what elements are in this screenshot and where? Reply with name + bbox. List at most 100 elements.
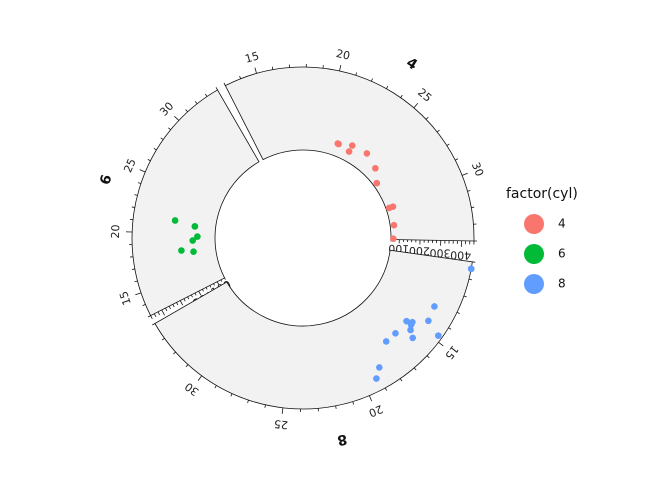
x-tick bbox=[413, 367, 417, 371]
x-tick bbox=[468, 278, 472, 281]
y-tick bbox=[183, 298, 186, 302]
y-tick bbox=[153, 313, 157, 318]
x-tick bbox=[281, 407, 284, 414]
x-tick bbox=[135, 292, 142, 296]
data-point bbox=[334, 140, 342, 147]
x-tick bbox=[160, 137, 164, 140]
x-tick bbox=[271, 66, 274, 70]
x-tick bbox=[463, 295, 467, 298]
data-point bbox=[373, 375, 380, 382]
y-tick-label: 400 bbox=[450, 248, 471, 261]
x-tick bbox=[399, 378, 403, 382]
legend-key bbox=[524, 244, 544, 264]
x-tick bbox=[131, 268, 135, 270]
x-tick-label: 20 bbox=[367, 402, 385, 419]
x-tick bbox=[247, 399, 249, 404]
x-tick bbox=[214, 385, 217, 389]
data-point bbox=[363, 150, 371, 157]
data-point bbox=[373, 179, 381, 187]
y-tick bbox=[150, 315, 153, 319]
data-point bbox=[190, 248, 197, 255]
data-point bbox=[431, 303, 438, 310]
data-point bbox=[390, 221, 398, 229]
x-tick bbox=[185, 109, 188, 113]
x-tick bbox=[215, 87, 218, 91]
x-tick bbox=[471, 206, 475, 209]
x-tick-label: 15 bbox=[442, 343, 461, 362]
x-tick bbox=[413, 103, 419, 109]
x-tick bbox=[147, 159, 151, 162]
x-tick bbox=[174, 116, 180, 121]
y-tick bbox=[165, 307, 168, 312]
x-tick bbox=[161, 337, 165, 341]
x-tick bbox=[230, 393, 233, 397]
x-tick bbox=[386, 85, 389, 89]
x-tick bbox=[197, 375, 203, 381]
x-tick bbox=[153, 148, 157, 151]
y-tick bbox=[187, 296, 190, 300]
x-tick bbox=[134, 280, 138, 283]
x-tick-label: 15 bbox=[244, 49, 261, 65]
y-tick bbox=[161, 309, 165, 316]
data-point bbox=[392, 329, 399, 337]
y-tick bbox=[172, 304, 175, 308]
x-tick bbox=[254, 67, 257, 74]
x-tick bbox=[355, 72, 358, 76]
x-tick-label: 30 bbox=[469, 160, 486, 178]
x-tick bbox=[147, 315, 151, 318]
y-tick bbox=[209, 285, 212, 288]
y-tick bbox=[168, 306, 171, 310]
x-tick bbox=[152, 323, 156, 326]
x-tick bbox=[139, 169, 146, 173]
sector-label: 4 bbox=[403, 55, 420, 74]
data-point bbox=[407, 326, 414, 334]
data-point bbox=[178, 247, 185, 254]
x-tick bbox=[467, 190, 471, 192]
x-tick-label: 15 bbox=[117, 289, 134, 306]
data-point bbox=[425, 317, 432, 325]
x-tick bbox=[384, 387, 388, 391]
x-tick bbox=[205, 93, 208, 97]
x-tick bbox=[352, 401, 355, 405]
y-tick bbox=[176, 302, 179, 306]
x-tick bbox=[223, 82, 226, 86]
x-tick bbox=[368, 395, 373, 402]
x-tick bbox=[448, 327, 452, 330]
x-tick bbox=[142, 304, 146, 306]
legend-key bbox=[524, 274, 544, 294]
x-tick bbox=[400, 94, 403, 98]
legend-label: 8 bbox=[558, 277, 566, 291]
data-point bbox=[390, 235, 397, 242]
x-tick bbox=[335, 405, 337, 409]
x-tick bbox=[461, 172, 468, 176]
y-tick bbox=[157, 311, 160, 316]
y-tick bbox=[194, 292, 197, 296]
x-tick bbox=[239, 75, 242, 79]
data-point bbox=[467, 265, 475, 273]
x-tick-label: 25 bbox=[273, 417, 288, 432]
x-tick-label: 25 bbox=[415, 86, 434, 105]
legend: factor(cyl) 4 6 8 bbox=[506, 186, 578, 294]
sector-background bbox=[131, 89, 260, 317]
sector-label: 8 bbox=[336, 430, 349, 448]
y-tick bbox=[224, 277, 226, 280]
legend-title: factor(cyl) bbox=[506, 186, 578, 202]
x-tick-label: 20 bbox=[109, 224, 122, 238]
x-tick bbox=[425, 116, 429, 120]
y-tick bbox=[205, 287, 208, 290]
legend-label: 4 bbox=[558, 217, 566, 231]
x-tick bbox=[456, 311, 460, 314]
sector-8: 15 20 25 30 8 bbox=[152, 249, 476, 448]
data-point bbox=[409, 318, 416, 326]
y-tick bbox=[179, 300, 184, 306]
x-tick-label: 30 bbox=[157, 100, 176, 119]
data-point bbox=[403, 317, 410, 325]
y-tick bbox=[216, 281, 220, 286]
data-point bbox=[376, 364, 383, 371]
data-point bbox=[389, 203, 397, 210]
sector-label: 6 bbox=[97, 173, 115, 187]
data-point bbox=[435, 332, 442, 339]
x-tick bbox=[371, 78, 373, 82]
x-tick bbox=[173, 351, 176, 355]
